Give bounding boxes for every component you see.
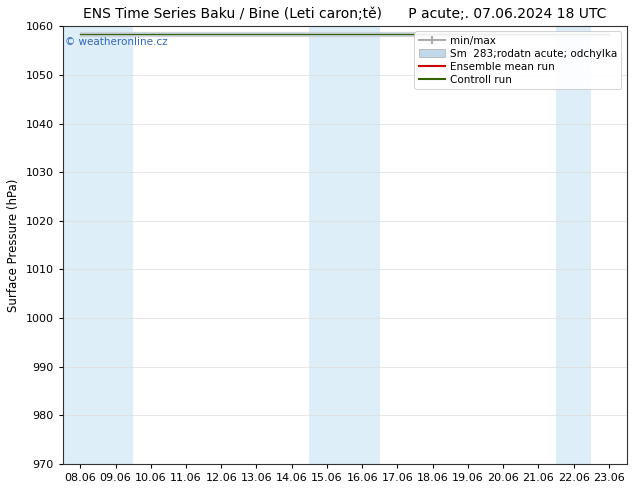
Text: © weatheronline.cz: © weatheronline.cz	[65, 37, 168, 47]
Bar	[98, 26, 133, 464]
Bar	[309, 26, 345, 464]
Y-axis label: Surface Pressure (hPa): Surface Pressure (hPa)	[7, 178, 20, 312]
Legend: min/max, Sm  283;rodatn acute; odchylka, Ensemble mean run, Controll run: min/max, Sm 283;rodatn acute; odchylka, …	[415, 31, 621, 89]
Title: ENS Time Series Baku / Bine (Leti caron;tě)      P acute;. 07.06.2024 18 UTC: ENS Time Series Baku / Bine (Leti caron;…	[83, 7, 606, 21]
Bar	[556, 26, 592, 464]
Bar	[63, 26, 98, 464]
Bar	[345, 26, 380, 464]
